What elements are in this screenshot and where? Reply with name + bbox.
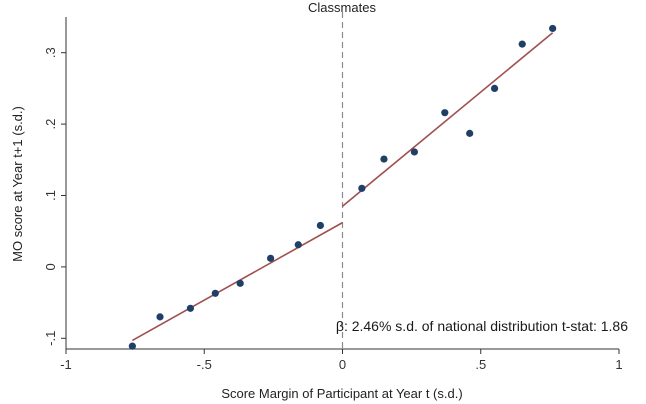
x-tick-label: 0: [339, 357, 346, 372]
data-point: [380, 155, 388, 163]
fit-line-right: [341, 32, 554, 207]
data-point: [466, 129, 474, 137]
data-point: [518, 40, 526, 48]
data-point: [186, 304, 195, 312]
data-point: [358, 184, 366, 192]
data-point: [294, 241, 302, 249]
x-axis-title: Score Margin of Participant at Year t (s…: [221, 386, 462, 401]
y-tick-label: -.1: [43, 331, 58, 346]
data-point: [410, 148, 418, 156]
data-points: [128, 24, 557, 350]
data-point: [316, 221, 324, 230]
annotation-text: β: 2.46% s.d. of national distribution t…: [336, 318, 628, 334]
data-point: [236, 279, 244, 287]
data-point: [128, 342, 136, 350]
chart-title: Classmates: [308, 0, 376, 15]
data-point: [490, 84, 499, 92]
data-point: [267, 254, 275, 262]
y-axis-title: MO score at Year t+1 (s.d.): [10, 106, 25, 262]
y-tick-label: .1: [43, 190, 58, 201]
x-tick-label: 1: [615, 357, 622, 372]
x-tick-label: -1: [60, 357, 72, 372]
x-tick-label: .5: [475, 357, 486, 372]
data-point: [549, 24, 557, 33]
y-tick-label: 0: [43, 263, 58, 270]
data-point: [441, 109, 449, 117]
data-point: [211, 289, 219, 297]
y-tick-label: .3: [43, 47, 58, 58]
axes: -.1 0 .1 .2 .3 -1 -.5 0 .5 1: [43, 17, 623, 372]
x-tick-label: -.5: [197, 357, 212, 372]
y-tick-label: .2: [43, 119, 58, 130]
data-point: [156, 313, 164, 321]
